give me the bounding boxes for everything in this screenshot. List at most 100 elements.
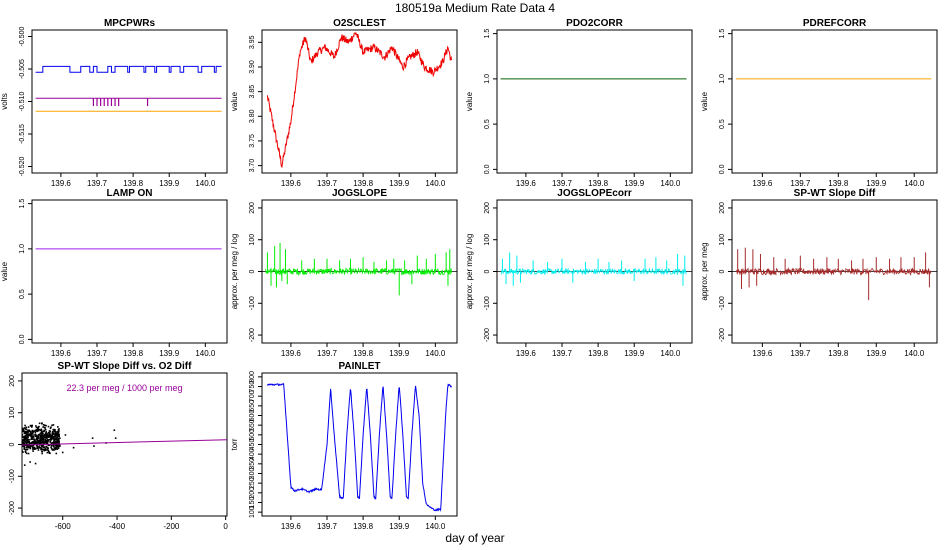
plot-area xyxy=(266,382,453,512)
scatter-point xyxy=(39,439,42,442)
scatter-point xyxy=(28,446,30,449)
scatter-point xyxy=(44,440,46,443)
scatter-point xyxy=(34,441,36,443)
scatter-point xyxy=(47,432,50,434)
scatter-point xyxy=(40,433,42,435)
scatter-point xyxy=(42,440,44,443)
scatter-point xyxy=(44,441,47,444)
x-tick-label: 140.0 xyxy=(660,349,681,358)
scatter-point xyxy=(43,449,45,452)
y-tick-label: 3.90 xyxy=(249,60,256,74)
scatter-point xyxy=(56,441,59,444)
y-tick-label: 100 xyxy=(484,234,491,246)
x-tick-label: -600 xyxy=(55,522,72,531)
x-tick-label: 139.8 xyxy=(353,179,374,188)
chart-pdrefcorr: PDREFCORR value 139.6 139.7 139.8 139.9 140.0 0… xyxy=(700,18,938,188)
x-tick-label: 139.9 xyxy=(624,349,645,358)
scatter-point xyxy=(34,462,37,465)
scatter-point xyxy=(51,449,54,451)
y-tick-label: 150 xyxy=(249,497,256,509)
x-tick-label: 139.6 xyxy=(516,179,537,188)
scatter-point xyxy=(27,431,29,434)
scatter-point xyxy=(53,430,56,433)
scatter-point xyxy=(41,430,43,433)
plot-area xyxy=(22,422,227,466)
x-tick-label: 139.6 xyxy=(752,349,773,358)
scatter-point xyxy=(25,430,28,433)
scatter-point xyxy=(22,439,24,442)
y-tick-label: -0.515 xyxy=(19,124,26,144)
scatter-point xyxy=(52,444,55,446)
scatter-point xyxy=(24,428,27,430)
scatter-point xyxy=(22,451,24,453)
x-tick-label: 139.8 xyxy=(588,179,609,188)
scatter-point xyxy=(45,424,47,427)
scatter-point xyxy=(47,439,49,441)
scatter-point xyxy=(22,445,24,447)
scatter-point xyxy=(23,445,25,447)
scatter-point xyxy=(57,429,60,432)
scatter-point xyxy=(28,433,30,436)
scatter-point xyxy=(48,432,51,435)
scatter-point xyxy=(41,444,43,447)
scatter-point xyxy=(22,440,24,443)
scatter-point xyxy=(37,449,40,451)
x-tick-label: 139.9 xyxy=(159,349,180,358)
scatter-point xyxy=(26,436,28,439)
scatter-point xyxy=(55,446,57,448)
x-tick-label: 139.8 xyxy=(353,349,374,358)
y-tick-label: 800 xyxy=(249,371,256,383)
scatter-point xyxy=(57,445,60,447)
scatter-point xyxy=(56,440,59,443)
scatter-point xyxy=(34,440,37,443)
scatter-point xyxy=(24,442,26,444)
y-axis-label: approx. per meg xyxy=(700,242,709,300)
x-tick-label: 140.0 xyxy=(904,349,925,358)
scatter-point xyxy=(22,433,24,436)
y-tick-label: 100 xyxy=(249,234,256,246)
scatter-point xyxy=(42,444,44,447)
y-tick-label: 250 xyxy=(249,477,256,489)
y-axis-label: value xyxy=(465,91,474,111)
scatter-point xyxy=(47,447,49,449)
y-tick-label: 600 xyxy=(249,410,256,422)
x-tick-label: 139.8 xyxy=(353,522,374,531)
x-tick-label: 139.6 xyxy=(51,349,72,358)
y-tick-label: -100 xyxy=(484,296,491,310)
plot-area xyxy=(35,65,222,112)
x-tick-label: -200 xyxy=(163,522,180,531)
scatter-point xyxy=(41,452,43,455)
scatter-point xyxy=(26,438,28,440)
y-tick-label: 300 xyxy=(249,468,256,480)
y-tick-label: 200 xyxy=(9,375,16,387)
y-tick-label: 1.0 xyxy=(19,244,26,254)
scatter-point xyxy=(35,442,37,445)
x-tick-label: 140.0 xyxy=(425,349,446,358)
y-tick-label: 200 xyxy=(249,202,256,214)
scatter-point xyxy=(33,430,36,432)
scatter-point xyxy=(53,445,55,448)
scatter-point xyxy=(26,439,28,442)
scatter-point xyxy=(49,427,52,430)
scatter-point xyxy=(30,442,33,445)
scatter-point xyxy=(29,461,31,463)
scatter-point xyxy=(34,435,37,438)
scatter-point xyxy=(30,441,33,444)
scatter-point xyxy=(72,446,75,449)
x-tick-label: 139.9 xyxy=(159,179,180,188)
scatter-point xyxy=(56,431,59,433)
plot-area xyxy=(266,31,453,169)
scatter-point xyxy=(41,450,43,453)
scatter-point xyxy=(27,433,29,435)
x-tick-label: 140.0 xyxy=(904,179,925,188)
scatter-point xyxy=(22,442,25,445)
scatter-point xyxy=(23,427,26,429)
scatter-point xyxy=(46,433,49,435)
x-tick-label: 139.9 xyxy=(866,179,887,188)
scatter-point xyxy=(48,444,51,446)
chart-jogslope: JOGSLOPE approx. per meg / log 139.6 139.7 1… xyxy=(230,188,458,358)
x-tick-label: 140.0 xyxy=(425,179,446,188)
x-tick-label: 139.8 xyxy=(828,179,849,188)
y-tick-label: -200 xyxy=(719,328,726,342)
